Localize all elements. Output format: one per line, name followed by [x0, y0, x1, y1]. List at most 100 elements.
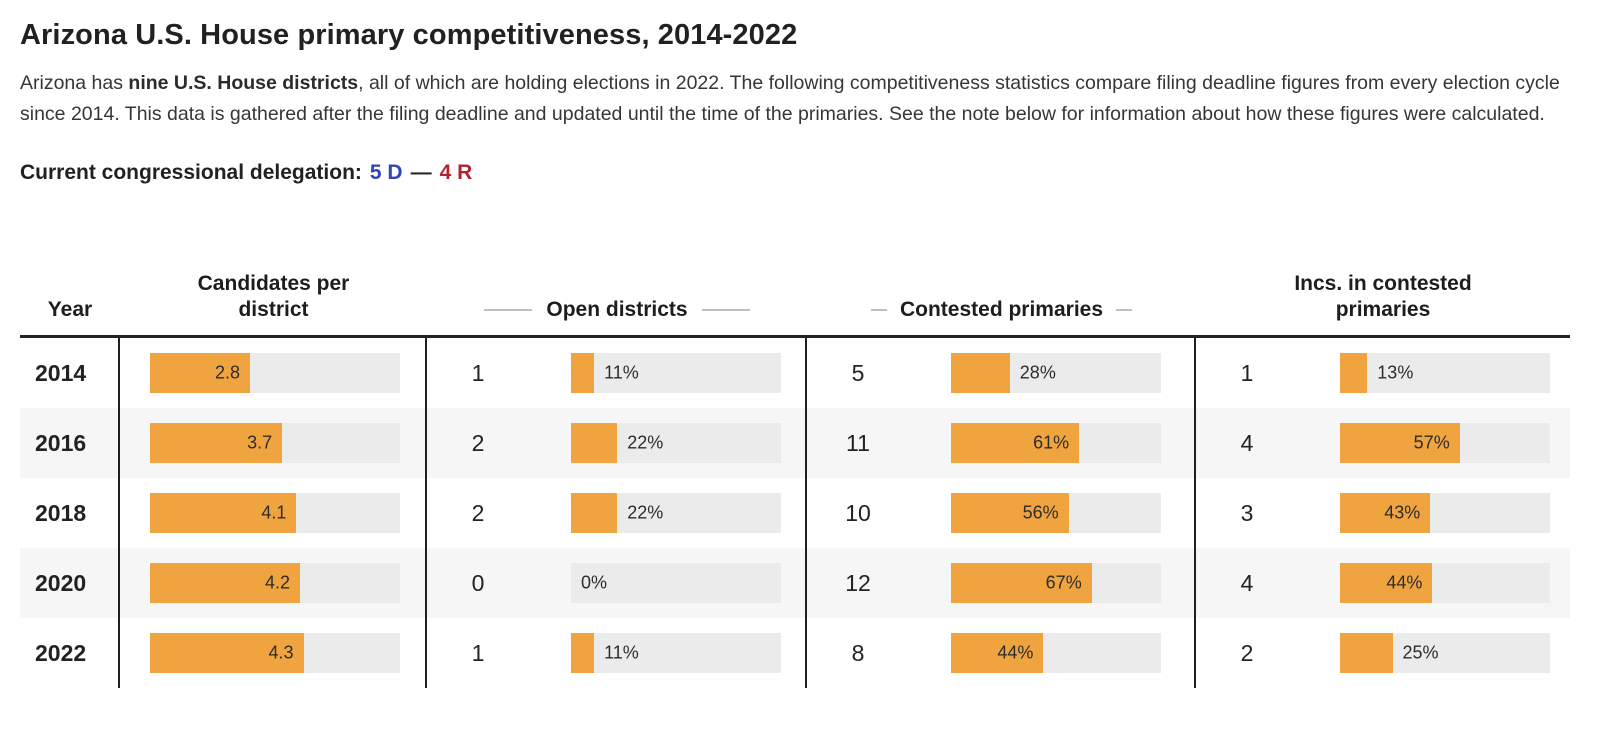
- candidates-per-district-cell: 4.2: [120, 548, 427, 618]
- header-rule-right: [1116, 309, 1133, 311]
- candidates-per-district-bar: 4.2: [150, 563, 400, 603]
- candidates-per-district-cell: 3.7: [120, 408, 427, 478]
- bar-value-label: 44%: [1386, 572, 1423, 593]
- contested-primaries-count: 8: [851, 639, 865, 666]
- bar-value-label: 61%: [1033, 432, 1070, 453]
- year-cell: 2014: [20, 338, 120, 408]
- page-title: Arizona U.S. House primary competitivene…: [20, 19, 798, 51]
- bar-fill: [951, 423, 1080, 463]
- bar-fill: [1340, 563, 1433, 603]
- column-header-label: Candidates per district: [197, 272, 350, 321]
- competitiveness-table: Year Candidates per district Open distri…: [20, 235, 1570, 688]
- contested-primaries-cell: 11 61%: [807, 408, 1196, 478]
- header-rule-right: [701, 309, 750, 311]
- open-districts-bar: 22%: [571, 423, 781, 463]
- bar-value-label: 56%: [1022, 502, 1059, 523]
- candidates-per-district-cell: 2.8: [120, 338, 427, 408]
- page: Arizona U.S. House primary competitivene…: [20, 19, 1570, 688]
- incs-in-contested-bar: 57%: [1340, 423, 1550, 463]
- bar-fill: [951, 493, 1069, 533]
- intro-paragraph: Arizona has nine U.S. House districts, a…: [20, 68, 1570, 130]
- bar-fill: [150, 493, 297, 533]
- contested-primaries-bar: 67%: [951, 563, 1161, 603]
- open-districts-bar: 0%: [571, 563, 781, 603]
- bar-fill: [1340, 493, 1431, 533]
- bar-fill: [951, 633, 1044, 673]
- table-body: 2014 2.8 1 11% 5 28% 1 13% 2016 3.7 2 22…: [20, 338, 1570, 688]
- column-header-incs: Incs. in contested primaries: [1196, 235, 1570, 335]
- candidates-per-district-bar: 2.8: [150, 353, 400, 393]
- bar-value-label: 22%: [627, 432, 664, 453]
- incs-in-contested-cell: 3 43%: [1196, 478, 1570, 548]
- bar-value-label: 11%: [604, 642, 639, 663]
- open-districts-cell: 2 22%: [427, 478, 807, 548]
- table-row: 2014 2.8 1 11% 5 28% 1 13%: [20, 338, 1570, 408]
- column-header-label: Contested primaries: [899, 298, 1104, 321]
- incs-in-contested-bar: 43%: [1340, 493, 1550, 533]
- open-districts-count: 2: [471, 499, 485, 526]
- bar-value-label: 4.3: [268, 642, 294, 663]
- bar-fill: [1340, 423, 1460, 463]
- contested-primaries-bar: 56%: [951, 493, 1161, 533]
- incs-in-contested-count: 1: [1240, 359, 1254, 386]
- open-districts-count: 0: [471, 569, 485, 596]
- bar-value-label: 0%: [581, 572, 608, 593]
- header-rule-left: [484, 309, 533, 311]
- contested-primaries-cell: 10 56%: [807, 478, 1196, 548]
- bar-value-label: 4.2: [264, 572, 290, 593]
- column-header-candidates: Candidates per district: [120, 235, 427, 335]
- year-cell: 2018: [20, 478, 120, 548]
- incs-in-contested-bar: 13%: [1340, 353, 1550, 393]
- contested-primaries-count: 12: [845, 569, 871, 596]
- table-row: 2016 3.7 2 22% 11 61% 4 57%: [20, 408, 1570, 478]
- delegation-republicans: 4 R: [439, 161, 473, 184]
- incs-in-contested-count: 4: [1240, 429, 1254, 456]
- candidates-per-district-cell: 4.1: [120, 478, 427, 548]
- contested-primaries-bar: 28%: [951, 353, 1161, 393]
- candidates-per-district-bar: 4.3: [150, 633, 400, 673]
- bar-value-label: 4.1: [261, 502, 287, 523]
- open-districts-bar: 11%: [571, 633, 781, 673]
- bar-fill: [150, 423, 283, 463]
- contested-primaries-count: 5: [851, 359, 865, 386]
- open-districts-cell: 1 11%: [427, 618, 807, 688]
- table-row: 2018 4.1 2 22% 10 56% 3 43%: [20, 478, 1570, 548]
- open-districts-cell: 0 0%: [427, 548, 807, 618]
- intro-text-rest: , all of which are holding elections in …: [20, 72, 1560, 125]
- incs-in-contested-bar: 44%: [1340, 563, 1550, 603]
- bar-fill: [571, 493, 618, 533]
- intro-text-bold: nine U.S. House districts: [128, 72, 359, 94]
- contested-primaries-count: 10: [845, 499, 871, 526]
- column-header-contested-primaries: Contested primaries: [807, 235, 1196, 335]
- delegation-dash: —: [410, 161, 432, 184]
- bar-fill: [1340, 353, 1368, 393]
- year-cell: 2016: [20, 408, 120, 478]
- header-rule-left: [870, 309, 887, 311]
- incs-in-contested-bar: 25%: [1340, 633, 1550, 673]
- bar-fill: [571, 353, 595, 393]
- candidates-per-district-bar: 3.7: [150, 423, 400, 463]
- contested-primaries-count: 11: [846, 429, 870, 456]
- year-label: 2014: [35, 359, 87, 386]
- year-label: 2020: [35, 569, 87, 596]
- bar-fill: [571, 423, 618, 463]
- open-districts-cell: 1 11%: [427, 338, 807, 408]
- year-label: 2022: [35, 639, 87, 666]
- bar-value-label: 28%: [1019, 362, 1056, 383]
- bar-value-label: 11%: [604, 362, 639, 383]
- bar-value-label: 67%: [1045, 572, 1082, 593]
- incs-in-contested-cell: 2 25%: [1196, 618, 1570, 688]
- incs-in-contested-cell: 4 57%: [1196, 408, 1570, 478]
- incs-in-contested-count: 2: [1240, 639, 1254, 666]
- delegation-label: Current congressional delegation:: [20, 161, 362, 184]
- candidates-per-district-bar: 4.1: [150, 493, 400, 533]
- column-header-year: Year: [20, 235, 120, 335]
- bar-value-label: 43%: [1384, 502, 1421, 523]
- bar-fill: [951, 563, 1092, 603]
- delegation-line: Current congressional delegation: 5 D — 4 R: [20, 161, 1570, 185]
- bar-fill: [1340, 633, 1393, 673]
- candidates-per-district-cell: 4.3: [120, 618, 427, 688]
- year-label: 2018: [35, 499, 87, 526]
- bar-value-label: 22%: [627, 502, 664, 523]
- bar-value-label: 3.7: [247, 432, 273, 453]
